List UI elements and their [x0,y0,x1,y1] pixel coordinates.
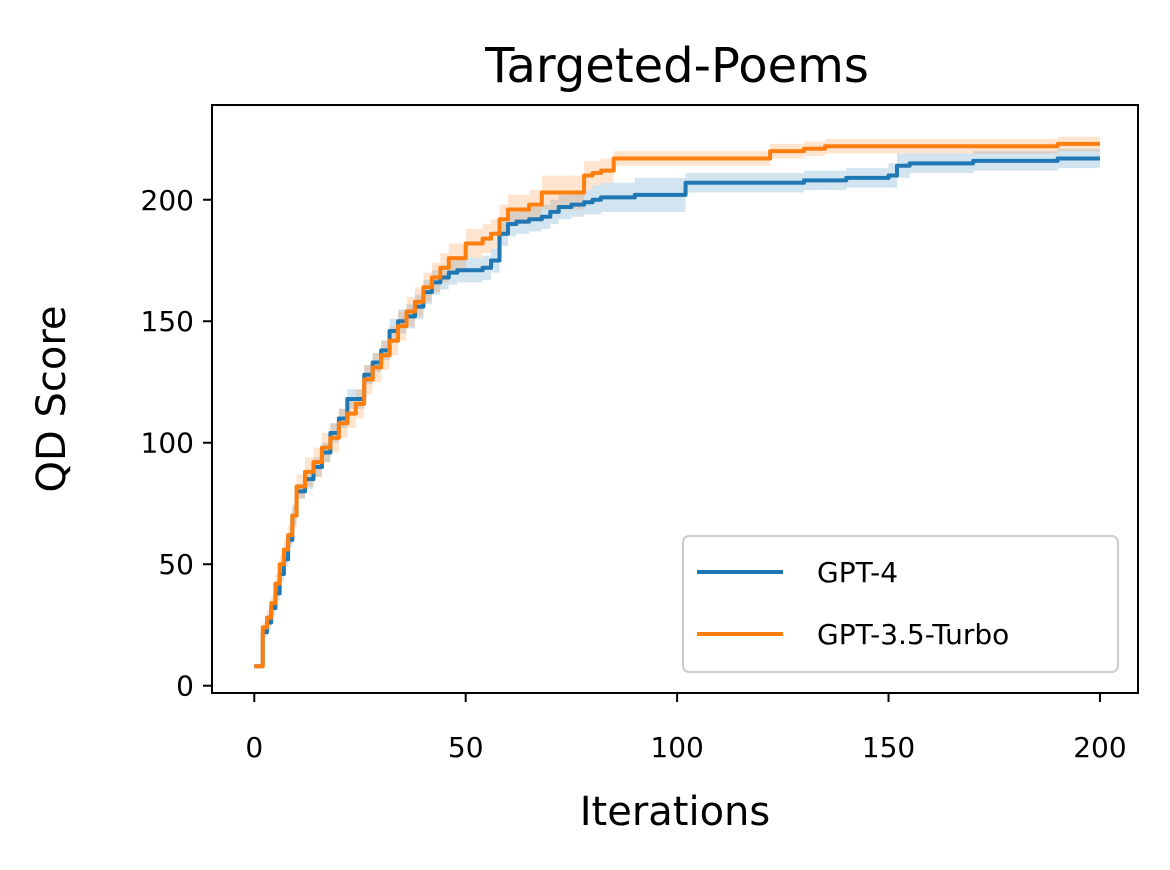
line-gpt-3-5-turbo [254,141,1100,669]
y-tick-label: 50 [158,548,194,581]
legend-box [682,535,1119,673]
legend: GPT-4 GPT-3.5-Turbo [682,535,1119,673]
line-gpt-4 [254,156,1100,669]
x-axis: 0 50 100 150 200 [245,693,1127,764]
y-tick-label: 150 [141,305,194,338]
chart-title: Targeted-Poems [484,38,869,94]
x-axis-label: Iterations [580,789,771,835]
legend-label-gpt-4: GPT-4 [817,556,898,589]
y-axis-label: QD Score [29,305,75,492]
y-tick-label: 0 [176,670,194,703]
y-tick-label: 100 [141,427,194,460]
y-tick-label: 200 [141,184,194,217]
x-tick-label: 100 [650,731,703,764]
y-axis: 0 50 100 150 200 [141,184,212,703]
x-tick-label: 200 [1073,731,1126,764]
x-tick-label: 0 [245,731,263,764]
lines-group [254,141,1100,669]
plot-frame [211,104,1139,694]
x-tick-label: 150 [862,731,915,764]
legend-label-gpt-3-5-turbo: GPT-3.5-Turbo [817,618,1009,651]
x-tick-label: 50 [448,731,484,764]
band-gpt-4 [254,148,1100,667]
